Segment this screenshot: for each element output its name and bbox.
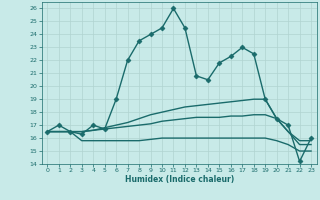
X-axis label: Humidex (Indice chaleur): Humidex (Indice chaleur) — [124, 175, 234, 184]
